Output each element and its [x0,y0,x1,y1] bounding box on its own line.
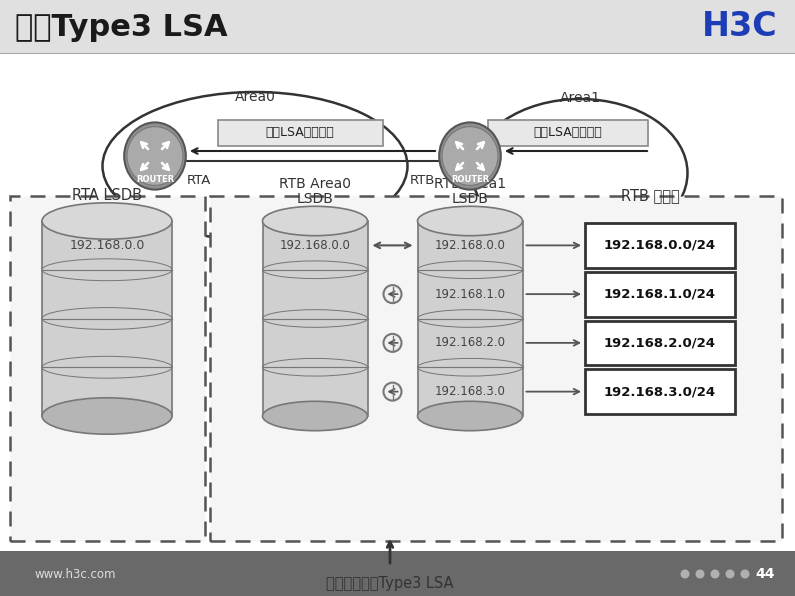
Ellipse shape [262,206,367,235]
Text: RTB 路由表: RTB 路由表 [621,188,680,203]
FancyBboxPatch shape [585,223,735,268]
Ellipse shape [262,401,367,431]
Text: 过滤Type3 LSA: 过滤Type3 LSA [15,13,227,42]
Ellipse shape [127,126,183,185]
Bar [417,221,522,416]
Text: ROUTER: ROUTER [451,175,489,184]
Circle shape [726,570,735,579]
Bar [262,221,367,416]
Text: 192.168.2.0: 192.168.2.0 [435,336,506,349]
Ellipse shape [417,206,522,235]
Text: LSDB: LSDB [452,192,488,206]
Text: 192.168.3.0: 192.168.3.0 [435,385,506,398]
Circle shape [696,570,704,579]
Text: RTA LSDB: RTA LSDB [72,188,142,203]
Text: 192.168.2.0/24: 192.168.2.0/24 [604,336,716,349]
Circle shape [383,383,401,401]
Circle shape [740,570,750,579]
Text: 192.168.3.0/24: 192.168.3.0/24 [604,385,716,398]
Ellipse shape [442,126,498,185]
Text: ROUTER: ROUTER [136,175,174,184]
Bar [42,221,172,416]
Circle shape [383,334,401,352]
Text: 192.168.1.0: 192.168.1.0 [435,288,506,300]
FancyBboxPatch shape [585,370,735,414]
FancyBboxPatch shape [218,120,382,146]
Text: 应用规则过滤Type3 LSA: 应用规则过滤Type3 LSA [326,576,454,591]
Text: 44: 44 [755,567,775,581]
Circle shape [711,570,719,579]
Circle shape [383,285,401,303]
FancyBboxPatch shape [585,272,735,316]
Text: Area0: Area0 [235,90,275,104]
Text: RTB Area0: RTB Area0 [279,177,351,191]
Text: Area1: Area1 [560,91,600,105]
Bar [0,551,795,596]
Ellipse shape [439,122,501,190]
Text: 192.168.1.0/24: 192.168.1.0/24 [604,288,716,300]
Text: 192.168.0.0/24: 192.168.0.0/24 [604,239,716,252]
FancyBboxPatch shape [210,196,782,541]
Text: RTB: RTB [409,175,435,188]
Text: 发送LSA更新报文: 发送LSA更新报文 [266,126,335,139]
Ellipse shape [124,122,186,190]
Bar [0,0,795,53]
Ellipse shape [417,401,522,431]
Text: 192.168.0.0: 192.168.0.0 [435,239,506,252]
Text: 192.168.0.0: 192.168.0.0 [69,239,145,252]
Ellipse shape [42,398,172,434]
Text: H3C: H3C [702,11,778,44]
FancyBboxPatch shape [10,196,205,541]
Text: LSDB: LSDB [297,192,333,206]
Circle shape [681,570,689,579]
Text: RTA: RTA [187,175,211,188]
Text: 收到LSA更新报文: 收到LSA更新报文 [533,126,603,139]
FancyBboxPatch shape [488,120,648,146]
FancyBboxPatch shape [585,321,735,365]
Ellipse shape [42,203,172,239]
Text: RTB Area1: RTB Area1 [434,177,506,191]
Text: www.h3c.com: www.h3c.com [34,567,116,581]
Text: 192.168.0.0: 192.168.0.0 [280,239,351,252]
